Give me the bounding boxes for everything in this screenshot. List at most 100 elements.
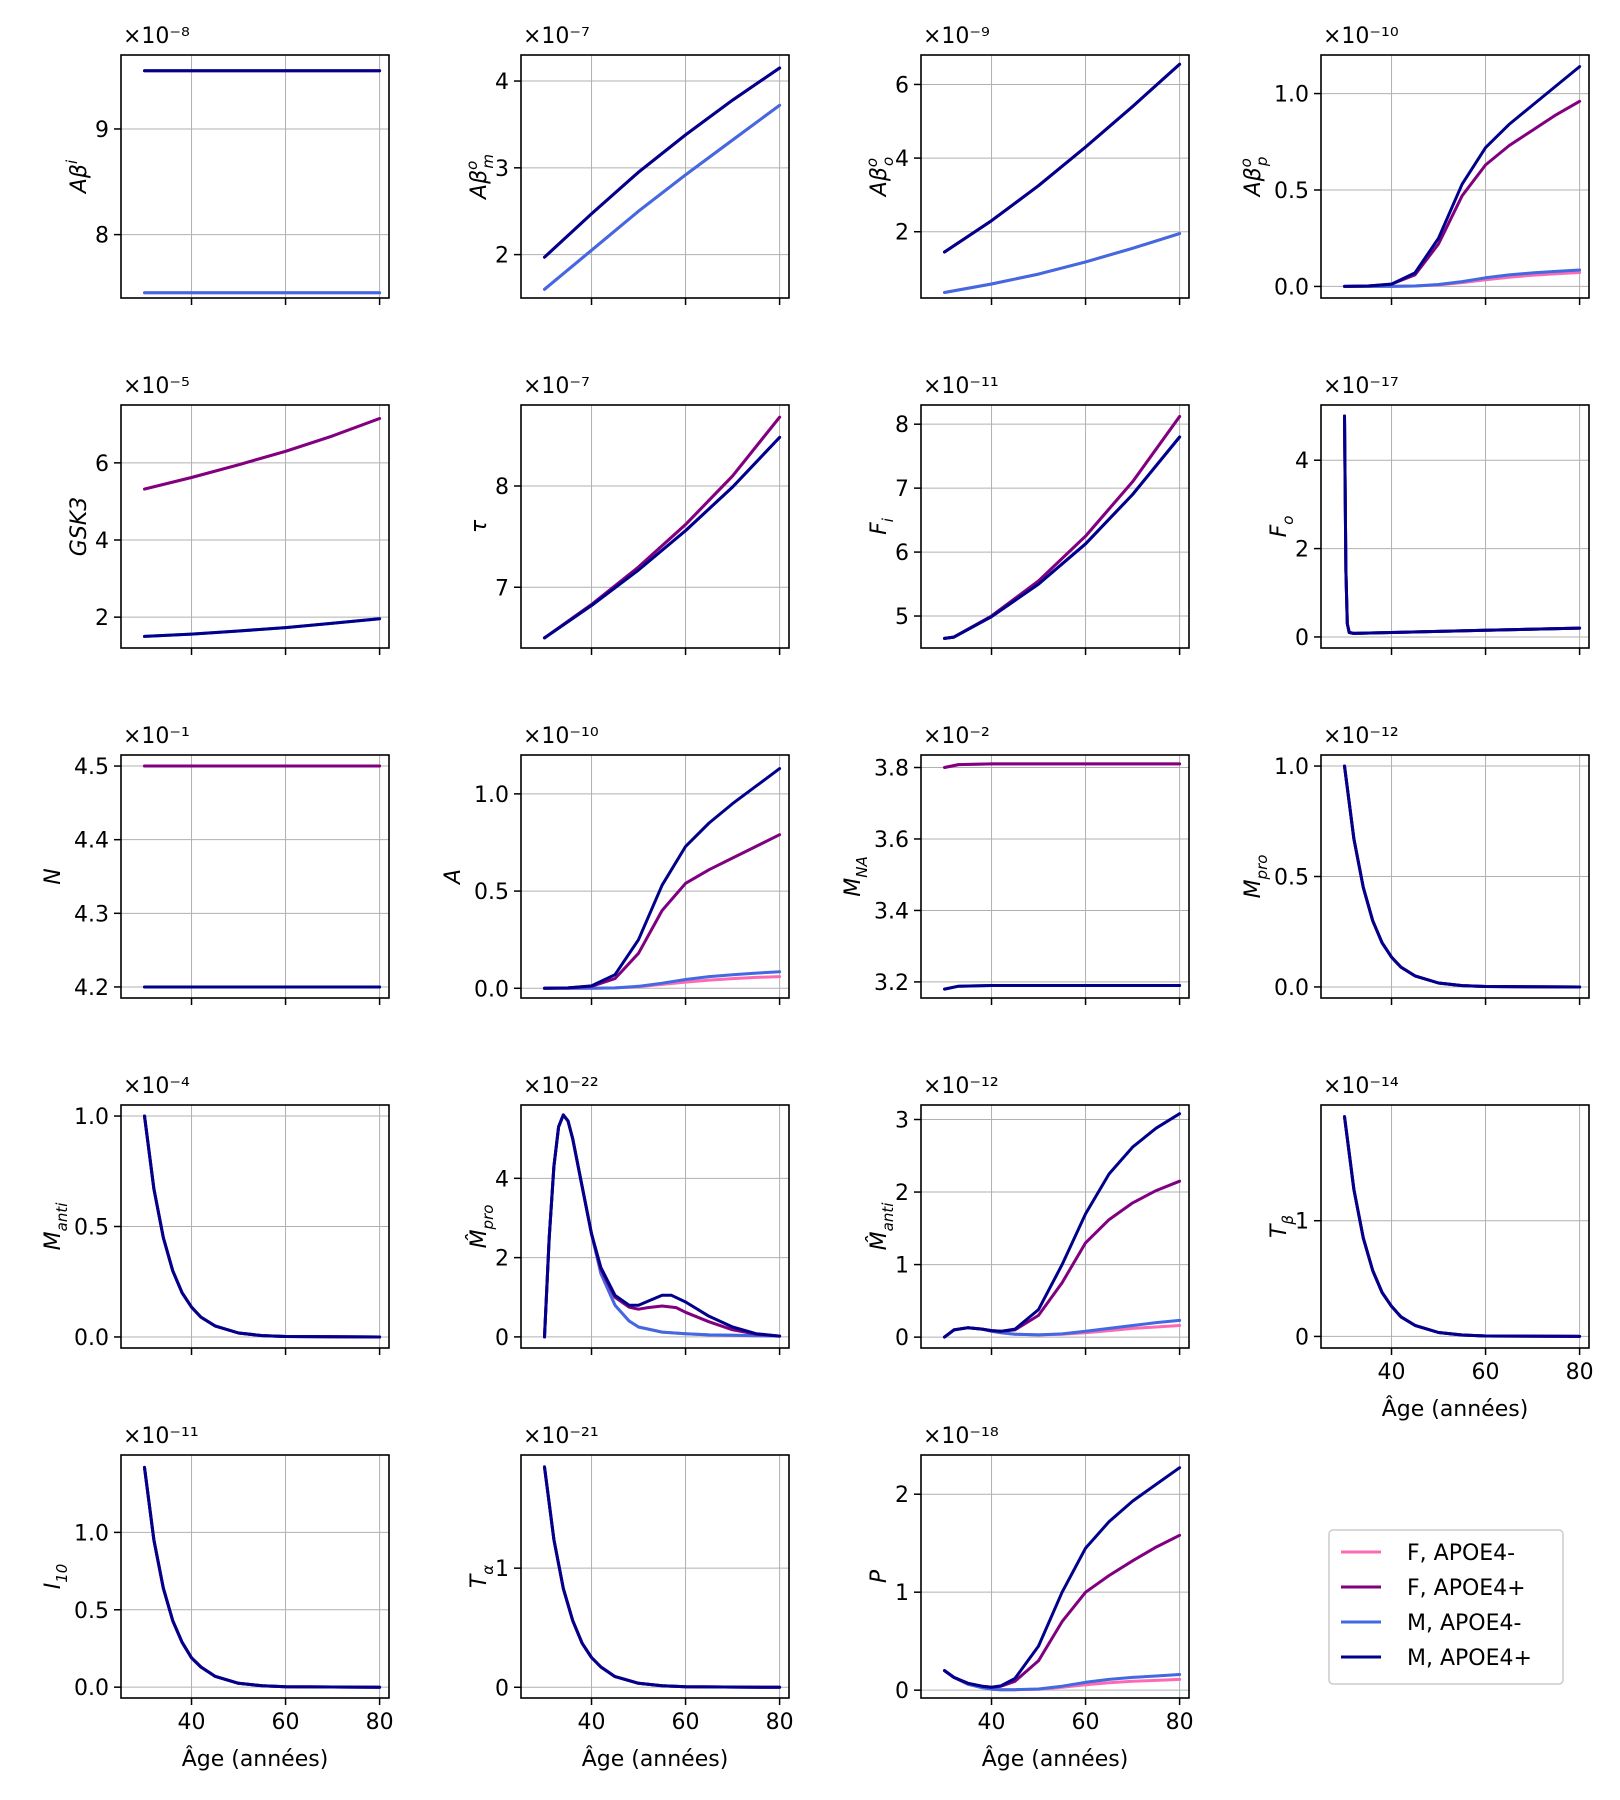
offset-multiplier: ×10⁻¹⁸ [923, 1424, 999, 1449]
series-group [1343, 1115, 1582, 1338]
y-tick-label: 0 [895, 1326, 909, 1351]
series-group [1343, 764, 1582, 989]
y-tick-label: 0.0 [74, 1676, 109, 1701]
subplot-6: 7 8 ×10⁻⁷ τ [467, 374, 790, 655]
y-tick-label: 3 [495, 157, 509, 182]
offset-multiplier: ×10⁻²¹ [523, 1424, 599, 1449]
y-axis-label: Aβoo [863, 157, 897, 198]
axes-frame [920, 1104, 1190, 1349]
y-tick-label: 3.2 [874, 971, 909, 996]
series-line-m-apoe4- [943, 435, 1182, 640]
x-tick-label: 40 [578, 1710, 606, 1735]
series-line-f-apoe4- [1343, 414, 1582, 635]
offset-multiplier: ×10⁻¹² [1323, 724, 1399, 749]
subplot-5: 2 4 6 ×10⁻⁵ GSK3 [67, 374, 390, 655]
x-axis-label: Âge (années) [582, 1746, 729, 1772]
axes-frame [520, 1104, 790, 1349]
y-tick-label: 4.3 [74, 902, 109, 927]
y-tick-label: 7 [495, 576, 509, 601]
series-line-m-apoe4- [943, 1112, 1182, 1339]
y-tick-label: 4 [895, 147, 909, 172]
offset-multiplier: ×10⁻¹⁴ [1323, 1074, 1399, 1099]
axes-frame [520, 404, 790, 649]
series-group [543, 66, 782, 291]
y-tick-label: 6 [95, 452, 109, 477]
series-line-m-apoe4- [1343, 65, 1582, 288]
series-group [143, 1465, 382, 1689]
axes-frame [520, 1454, 790, 1699]
subplot-18: 40 60 80 Âge (années) 0 1 ×10⁻²¹ Tα [467, 1424, 794, 1772]
y-axis-label: Tα [467, 1565, 497, 1588]
series-line-m-apoe4- [943, 62, 1182, 254]
series-group [1343, 414, 1582, 635]
series-group [543, 767, 782, 990]
x-axis-label: Âge (années) [982, 1746, 1129, 1772]
series-line-f-apoe4- [543, 415, 782, 640]
y-tick-label: 3.6 [874, 828, 909, 853]
x-tick-label: 60 [1072, 1710, 1100, 1735]
series-line-m-apoe4- [543, 1113, 782, 1339]
series-line-f-apoe4- [943, 415, 1182, 640]
y-tick-label: 0 [495, 1676, 509, 1701]
legend-label: F, APOE4- [1407, 1541, 1515, 1566]
legend-label: F, APOE4+ [1407, 1576, 1526, 1601]
y-tick-label: 0.0 [1274, 275, 1309, 300]
subplot-10: 0.0 0.5 1.0 ×10⁻¹⁰ A [441, 724, 790, 1005]
y-tick-label: 1.0 [74, 1521, 109, 1546]
series-line-m-apoe4- [543, 1465, 782, 1689]
series-line-m-apoe4- [1343, 1115, 1582, 1338]
y-axis-label: I10 [41, 1564, 71, 1590]
series-line-f-apoe4- [943, 415, 1182, 640]
x-axis-label: Âge (années) [182, 1746, 329, 1772]
axes-frame [920, 404, 1190, 649]
series-group [143, 1114, 382, 1339]
offset-multiplier: ×10⁻¹⁰ [1323, 24, 1399, 49]
series-group [943, 762, 1182, 991]
subplot-9: 4.2 4.3 4.4 4.5 ×10⁻¹ N [41, 724, 390, 1005]
y-tick-label: 0 [895, 1679, 909, 1704]
y-tick-label: 8 [95, 224, 109, 249]
subplot-11: 3.2 3.4 3.6 3.8 ×10⁻² MNA [841, 724, 1190, 1005]
x-tick-label: 80 [1566, 1360, 1594, 1385]
series-group [943, 1112, 1182, 1339]
subplot-17: 40 60 80 Âge (années) 0.0 0.5 1.0 ×10⁻¹¹ I10 [41, 1424, 394, 1772]
offset-multiplier: ×10⁻⁵ [123, 374, 190, 399]
y-tick-label: 0.5 [474, 880, 509, 905]
legend-label: M, APOE4+ [1407, 1646, 1532, 1671]
axes-frame [1320, 54, 1590, 299]
series-line-f-apoe4- [543, 415, 782, 640]
y-axis-label: τ [467, 519, 492, 533]
y-tick-label: 2 [1295, 538, 1309, 563]
series-line-m-apoe4- [1343, 764, 1582, 989]
y-axis-label: Manti [41, 1202, 71, 1251]
series-line-m-apoe4- [943, 984, 1182, 991]
y-axis-label: MNA [841, 856, 871, 896]
series-line-f-apoe4- [1343, 99, 1582, 288]
series-line-m-apoe4- [143, 1114, 382, 1339]
y-axis-label: Mpro [1241, 855, 1271, 899]
series-line-m-apoe4- [1343, 268, 1582, 288]
y-axis-label: M̂anti [866, 1202, 897, 1251]
subplot-16: 40 60 80 Âge (années) 0 1 ×10⁻¹⁴ Tβ [1267, 1074, 1594, 1422]
subplot-13: 0.0 0.5 1.0 ×10⁻⁴ Manti [41, 1074, 390, 1355]
y-tick-label: 1.0 [1274, 755, 1309, 780]
y-tick-label: 4.2 [74, 976, 109, 1001]
series-line-f-apoe4- [543, 1465, 782, 1689]
axes-frame [920, 754, 1190, 999]
y-axis-label: Tβ [1267, 1215, 1297, 1238]
subplot-8: 0 2 4 ×10⁻¹⁷ Fo [1267, 374, 1590, 655]
offset-multiplier: ×10⁻⁹ [923, 24, 990, 49]
subplot-12: 0.0 0.5 1.0 ×10⁻¹² Mpro [1241, 724, 1590, 1005]
y-tick-label: 0 [495, 1326, 509, 1351]
x-tick-label: 80 [1166, 1710, 1194, 1735]
offset-multiplier: ×10⁻⁷ [523, 374, 590, 399]
series-line-f-apoe4- [543, 1113, 782, 1339]
x-tick-label: 80 [366, 1710, 394, 1735]
y-tick-label: 7 [895, 477, 909, 502]
series-line-m-apoe4- [143, 1465, 382, 1689]
subplot-15: 0 1 2 3 ×10⁻¹² M̂anti [866, 1074, 1190, 1355]
subplot-2: 2 3 4 ×10⁻⁷ Aβom [463, 24, 790, 305]
series-line-f-apoe4- [543, 1465, 782, 1689]
series-group [543, 1465, 782, 1689]
